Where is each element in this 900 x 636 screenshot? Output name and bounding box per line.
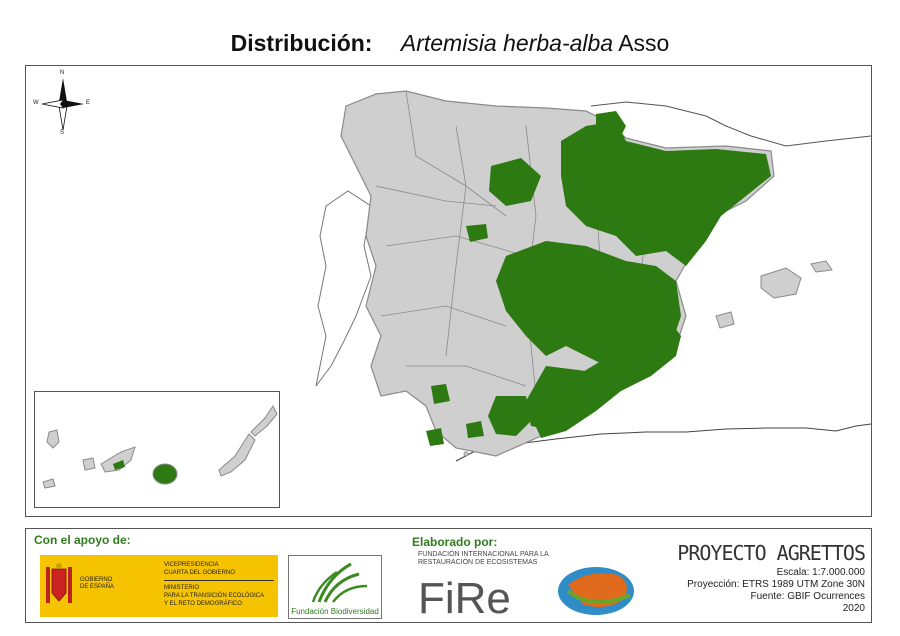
gov-right-line: PARA LA TRANSICIÓN ECOLÓGICA	[164, 593, 265, 599]
species-author: Asso	[618, 30, 670, 56]
gov-left-line: GOBIERNO	[80, 577, 113, 583]
gov-right-line: VICEPRESIDENCIA	[164, 562, 219, 568]
presence-patch-2	[431, 384, 450, 404]
fuerteventura	[218, 433, 256, 477]
distribution-map	[315, 90, 871, 462]
presence-aragon-catalonia	[561, 121, 771, 266]
tenerife-presence	[113, 460, 125, 470]
portugal-outline	[315, 190, 372, 387]
compass-w: W	[33, 100, 39, 106]
gobierno-text: GOBIERNO DE ESPAÑA	[80, 577, 114, 591]
mallorca	[760, 267, 802, 299]
presence-patch-4	[466, 421, 484, 438]
canary-islands-inset	[34, 391, 280, 508]
species-name: Artemisia herba-alba	[400, 30, 614, 56]
el-hierro	[42, 478, 56, 489]
la-palma	[46, 429, 60, 449]
year-text: 2020	[842, 603, 865, 614]
north-arrow: N S E W	[33, 70, 91, 136]
source-text: Fuente: GBIF Ocurrences	[750, 591, 866, 602]
fire-logo: FiRe	[418, 567, 634, 621]
map-title: Distribución: Artemisia herba-alba Asso	[0, 30, 900, 57]
support-label: Con el apoyo de:	[34, 533, 131, 547]
presence-patch-3	[426, 428, 444, 446]
fire-wordmark: FiRe	[418, 574, 511, 621]
project-name: PROYECTO AGRETTOS	[677, 541, 866, 565]
presence-areas	[426, 111, 771, 446]
divider	[164, 580, 274, 581]
presence-andalucia-east	[488, 396, 531, 436]
gov-left-line: DE ESPAÑA	[80, 584, 114, 590]
france-coastline	[590, 101, 871, 147]
title-label: Distribución:	[230, 30, 373, 56]
ceuta	[463, 451, 469, 457]
compass-s: S	[60, 130, 65, 136]
compass-rose-icon	[41, 78, 84, 131]
gran-canaria	[152, 463, 178, 485]
map-frame: N S E W	[25, 65, 872, 517]
projection-text: Proyección: ETRS 1989 UTM Zone 30N	[687, 579, 865, 590]
biodiversidad-label: Fundación Biodiversidad	[291, 607, 379, 616]
gov-right-line: MINISTERIO	[164, 585, 200, 591]
coat-of-arms-icon	[46, 563, 72, 603]
ministerio-text: VICEPRESIDENCIA CUARTA DEL GOBIERNO MINI…	[164, 561, 274, 608]
presence-ebro-north	[596, 111, 626, 148]
la-gomera	[82, 457, 96, 471]
fire-subtitle: FUNDACIÓN INTERNACIONAL PARA LA RESTAURA…	[418, 551, 568, 567]
lanzarote	[250, 405, 278, 437]
presence-southeast	[526, 366, 606, 431]
fundacion-biodiversidad-logo: Fundación Biodiversidad	[288, 555, 382, 619]
compass-e: E	[86, 100, 91, 106]
presence-la-rioja	[489, 158, 541, 206]
ibiza	[715, 311, 735, 329]
fire-line: RESTAURACIÓN DE ECOSISTEMAS	[418, 559, 538, 566]
elaborado-label: Elaborado por:	[412, 535, 498, 549]
compass-n: N	[60, 70, 65, 76]
scale-text: Escala: 1:7.000.000	[776, 567, 865, 578]
presence-patch-1	[466, 224, 488, 242]
map-metadata: Escala: 1:7.000.000 Proyección: ETRS 198…	[687, 567, 865, 615]
fire-line: FUNDACIÓN INTERNACIONAL PARA LA	[418, 551, 549, 558]
menorca	[810, 260, 833, 273]
gov-right-line: Y EL RETO DEMOGRÁFICO	[164, 601, 242, 607]
tenerife	[100, 446, 136, 473]
gobierno-logo: GOBIERNO DE ESPAÑA VICEPRESIDENCIA CUART…	[40, 555, 278, 617]
grass-icon	[311, 562, 368, 603]
canary-islands-map	[42, 405, 278, 489]
gov-right-line: CUARTA DEL GOBIERNO	[164, 570, 235, 576]
credits-footer: Con el apoyo de: GOBIERNO DE ESPAÑA VICE…	[25, 528, 872, 623]
